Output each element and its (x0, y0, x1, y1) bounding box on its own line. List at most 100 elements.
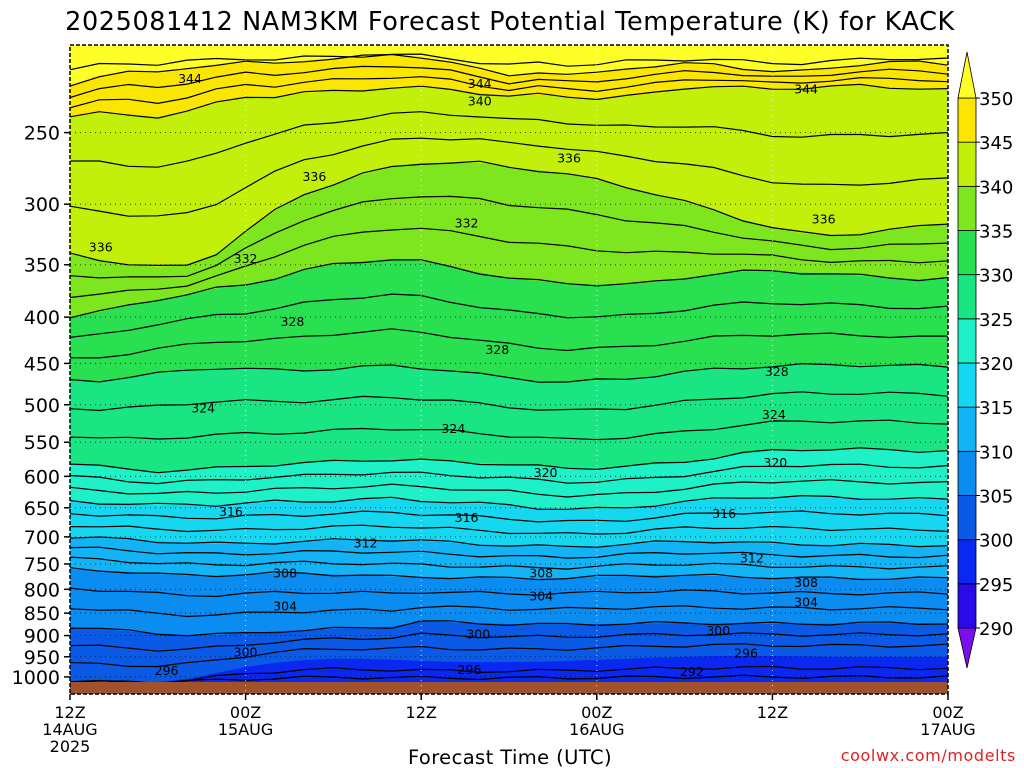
credit-text: coolwx.com/modelts (841, 746, 1016, 765)
isentrope-line (70, 556, 948, 570)
contour-label-text: 328 (485, 342, 509, 357)
isentrope-line (70, 510, 948, 523)
isentrope-line (77, 665, 948, 682)
colorbar-over-arrow (957, 51, 977, 99)
isentrope-line (70, 479, 948, 498)
contour-label: 328 (765, 364, 789, 379)
colorbar-label: 310 (979, 442, 1013, 463)
colorbar-label: 290 (979, 619, 1013, 640)
contour-label: 336 (302, 169, 326, 184)
colorbar-label: 320 (979, 354, 1013, 375)
contour-label: 328 (280, 314, 304, 329)
contour-label-text: 332 (234, 251, 258, 266)
x-tick-label: 12Z (406, 703, 437, 722)
contour-label: 336 (812, 212, 836, 227)
contour-label: 312 (354, 536, 378, 551)
x-tick-label: 00Z (581, 703, 612, 722)
contour-label: 340 (468, 94, 492, 109)
contour-label: 304 (529, 589, 553, 604)
contour-label: 296 (734, 645, 758, 660)
contour-label-text: 316 (712, 506, 736, 521)
contour-label: 304 (794, 594, 818, 609)
isentrope-line (70, 76, 948, 109)
isentrope-line (70, 674, 948, 682)
x-tick-label: 17AUG (920, 720, 975, 739)
contour-label: 324 (191, 401, 215, 416)
isentrope-line (70, 494, 948, 510)
isentrope-line (70, 137, 948, 217)
contour-label: 308 (794, 575, 818, 590)
isentrope-line (70, 160, 948, 267)
isentrope-line (70, 65, 948, 99)
contour-label-text: 336 (557, 150, 581, 165)
isentrope-line (70, 620, 948, 637)
isentrope-line (70, 605, 948, 618)
contour-label: 320 (534, 465, 558, 480)
x-tick-label: 2025 (50, 737, 91, 756)
isentrope-line (70, 111, 948, 168)
contour-label: 344 (794, 81, 818, 96)
colorbar-label: 295 (979, 575, 1013, 596)
contour-label: 336 (557, 150, 581, 165)
contour-label: 296 (458, 662, 482, 677)
y-tick-label: 1000 (12, 667, 60, 689)
colorbar-segment (957, 185, 977, 231)
contour-label-text: 344 (468, 76, 492, 91)
isentrope-line (70, 227, 948, 299)
contour-label-text: 300 (466, 627, 490, 642)
isentrope-line (70, 53, 948, 87)
colorbar-label: 300 (979, 531, 1013, 552)
contour-label: 300 (234, 645, 258, 660)
y-tick-label: 850 (24, 603, 60, 625)
contour-label-text: 308 (529, 565, 553, 580)
y-tick-label: 550 (24, 432, 60, 454)
colorbar-label: 340 (979, 177, 1013, 198)
contour-label-text: 308 (273, 565, 297, 580)
x-tick-label: 12Z (54, 703, 85, 722)
contour-label: 316 (219, 504, 243, 519)
colorbar-segment (957, 539, 977, 585)
y-tick-label: 400 (24, 307, 60, 329)
isentrope-line (70, 53, 948, 71)
colorbar-segment (957, 583, 977, 629)
colorbar: 290 295 300 305 310 315 320 325 330 335 340 345 350 (957, 51, 1013, 669)
contour-label: 344 (468, 76, 492, 91)
contour-label-text: 300 (234, 645, 258, 660)
isentrope-line (70, 536, 948, 548)
contour-label-text: 344 (794, 81, 818, 96)
isentrope-line (70, 463, 948, 485)
y-tick-label: 350 (24, 255, 60, 277)
y-tick-label: 300 (24, 194, 60, 216)
isentrope-line (70, 567, 948, 581)
x-tick-label: 00Z (932, 703, 963, 722)
contour-label: 332 (234, 251, 258, 266)
colorbar-segment (957, 97, 977, 143)
y-tick-label: 500 (24, 395, 60, 417)
colorbar-segment (957, 495, 977, 541)
y-tick-label: 800 (24, 579, 60, 601)
isentrope-line (70, 447, 948, 474)
contour-label-text: 304 (529, 589, 553, 604)
contour-labels: 344 344 340 344 336 336 336 336 332 332 328 328 328 3… (89, 71, 836, 679)
contour-label: 328 (485, 342, 509, 357)
contour-label: 308 (529, 565, 553, 580)
contour-label-text: 312 (354, 536, 378, 551)
colorbar-segment (957, 141, 977, 187)
colorbar-label: 335 (979, 222, 1013, 243)
colorbar-label: 330 (979, 266, 1013, 287)
isentrope-line (70, 293, 948, 338)
contour-label-text: 344 (178, 71, 202, 86)
contour-label: 312 (740, 551, 764, 566)
contour-label-text: 296 (458, 662, 482, 677)
contour-label: 336 (89, 240, 113, 255)
colorbar-label: 350 (979, 89, 1013, 110)
ground-surface (70, 682, 948, 694)
contour-label: 308 (273, 565, 297, 580)
contour-label: 320 (763, 455, 787, 470)
isentrope-line (70, 328, 948, 359)
contour-label-text: 324 (762, 407, 786, 422)
contour-label: 316 (712, 506, 736, 521)
plot-frame (69, 44, 949, 695)
contour-label-text: 328 (765, 364, 789, 379)
